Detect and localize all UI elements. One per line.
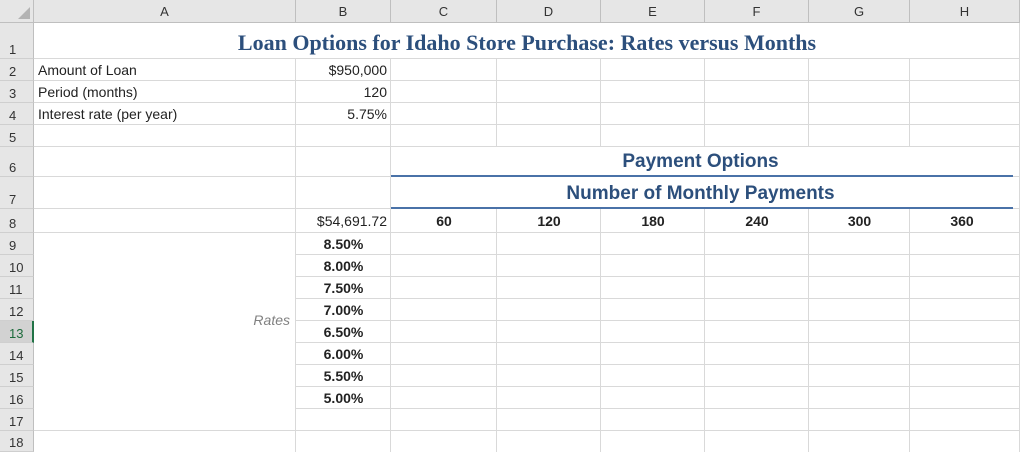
gridline [34,364,1020,365]
gridline [34,58,1020,59]
row-header-11[interactable]: 11 [0,277,34,299]
merged-title-area [34,23,1019,58]
row-header-1[interactable]: 1 [0,23,34,59]
merged-monthly-payments-area [391,177,1019,208]
rate-cell[interactable]: 7.50% [323,280,364,296]
monthly-payments-header: Number of Monthly Payments [566,183,835,204]
rates-label: Rates [253,312,290,328]
select-all-button[interactable] [0,0,34,23]
rate-cell[interactable]: 5.50% [323,368,364,384]
column-header-h[interactable]: H [910,0,1020,23]
row-header-15[interactable]: 15 [0,365,34,387]
row-header-6[interactable]: 6 [0,147,34,177]
payment-options-header: Payment Options [622,151,779,172]
column-header-d[interactable]: D [497,0,601,23]
period-value[interactable]: 120 [363,84,387,100]
row-header-4[interactable]: 4 [0,103,34,125]
months-header-180[interactable]: 180 [641,213,665,229]
merged-rates-label-area [34,233,295,430]
gridline [34,102,1020,103]
gridline [909,23,910,452]
gridline [295,23,296,452]
row-header-2[interactable]: 2 [0,59,34,81]
row-header-14[interactable]: 14 [0,343,34,365]
gridline [34,408,1020,409]
row-header-9[interactable]: 9 [0,233,34,255]
months-header-60[interactable]: 60 [436,213,452,229]
gridline [34,276,1020,277]
months-header-120[interactable]: 120 [537,213,561,229]
page-title: Loan Options for Idaho Store Purchase: R… [237,30,817,55]
row-header-8[interactable]: 8 [0,209,34,233]
gridline [390,23,391,452]
row-header-12[interactable]: 12 [0,299,34,321]
gridline [34,80,1020,81]
select-all-triangle-icon [18,7,30,19]
row-header-7[interactable]: 7 [0,177,34,209]
header-underline [391,207,1013,209]
gridline [496,23,497,452]
gridline [34,320,1020,321]
column-header-f[interactable]: F [705,0,809,23]
row-header-13[interactable]: 13 [0,321,34,343]
rate-cell[interactable]: 5.00% [323,390,364,406]
column-header-b[interactable]: B [296,0,391,23]
rate-cell[interactable]: 8.00% [323,258,364,274]
months-header-240[interactable]: 240 [745,213,769,229]
header-underline [391,175,1013,177]
months-header-300[interactable]: 300 [847,213,872,229]
gridline [34,430,1020,431]
gridline [34,254,1020,255]
row-header-10[interactable]: 10 [0,255,34,277]
gridline [34,298,1020,299]
loan-amount-label: Amount of Loan [38,62,137,78]
row-header-3[interactable]: 3 [0,81,34,103]
interest-rate-value[interactable]: 5.75% [347,106,387,122]
row-header-5[interactable]: 5 [0,125,34,147]
merged-payment-options-area [391,147,1019,176]
payment-formula-cell[interactable]: $54,691.72 [316,213,387,229]
months-header-360[interactable]: 360 [950,213,974,229]
row-header-17[interactable]: 17 [0,409,34,431]
rate-cell[interactable]: 6.50% [323,324,364,340]
column-header-e[interactable]: E [601,0,705,23]
gridline [704,23,705,452]
row-header-18[interactable]: 18 [0,431,34,452]
gridline [34,146,1020,147]
gridline [34,232,1020,233]
rate-cell[interactable]: 6.00% [323,346,364,362]
loan-amount-value[interactable]: $950,000 [328,62,387,78]
gridline [34,342,1020,343]
column-header-a[interactable]: A [34,0,296,23]
cell-grid[interactable] [34,23,1020,452]
rate-cell[interactable]: 8.50% [323,236,364,252]
row-header-16[interactable]: 16 [0,387,34,409]
column-header-c[interactable]: C [391,0,497,23]
column-header-g[interactable]: G [809,0,910,23]
gridline [600,23,601,452]
gridline [808,23,809,452]
rate-cell[interactable]: 7.00% [323,302,364,318]
gridline [34,124,1020,125]
gridline [34,386,1020,387]
period-label: Period (months) [38,84,138,100]
interest-rate-label: Interest rate (per year) [38,106,178,122]
